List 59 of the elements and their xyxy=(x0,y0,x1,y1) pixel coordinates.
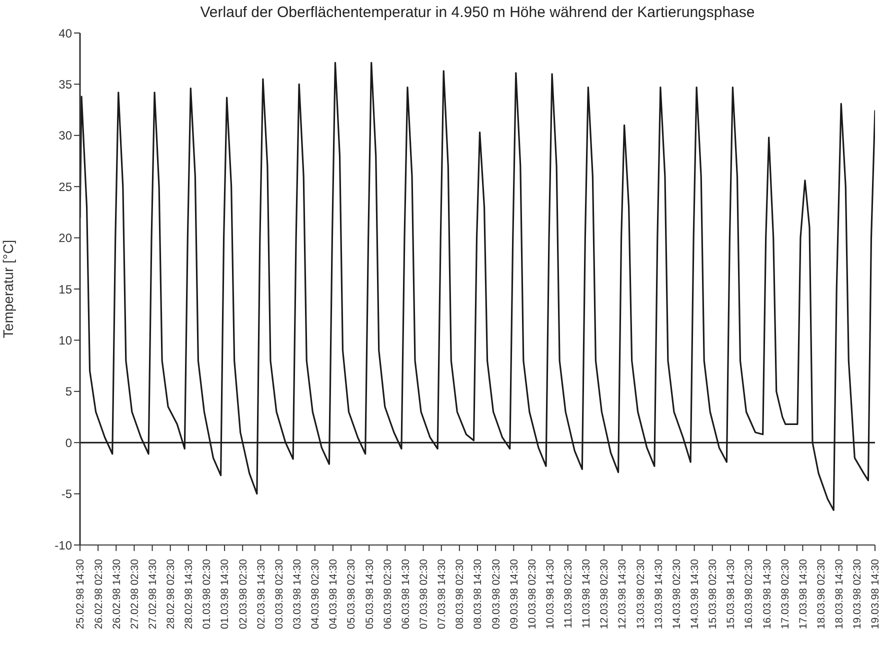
y-tick-label: 40 xyxy=(58,26,72,40)
y-tick-label: 15 xyxy=(58,282,72,296)
y-tick-label: 30 xyxy=(58,128,72,143)
y-tick-label: -5 xyxy=(61,487,72,502)
x-tick-label: 16.03.98 02:30 xyxy=(743,558,756,630)
x-tick-label: 13.03.98 02:30 xyxy=(634,558,647,630)
chart-title: Verlauf der Oberflächentemperatur in 4.950 m Höhe während der Kartierungsphase xyxy=(199,4,756,21)
y-tick-label: 20 xyxy=(58,231,72,246)
y-tick-label: -10 xyxy=(54,538,72,552)
x-tick-label: 17.03.98 02:30 xyxy=(779,558,792,630)
y-tick-label: 5 xyxy=(65,384,72,399)
x-tick-label: 17.03.98 14:30 xyxy=(797,558,810,630)
x-tick-label: 13.03.98 14:30 xyxy=(652,558,665,630)
x-tick-label: 27.02.98 14:30 xyxy=(146,558,159,630)
x-tick-label: 18.03.98 14:30 xyxy=(834,558,846,630)
x-tick-label: 05.03.98 14:30 xyxy=(364,558,376,630)
x-tick-label: 19.03.98 14:30 xyxy=(870,558,882,630)
x-tick-label: 27.02.98 02:30 xyxy=(128,558,141,630)
x-tick-label: 03.03.98 02:30 xyxy=(273,558,286,630)
x-tick-label: 26.02.98 14:30 xyxy=(110,558,123,630)
y-axis-title: Temperatur [°C] xyxy=(0,240,16,338)
line-series xyxy=(80,62,875,511)
x-tick-label: 09.03.98 14:30 xyxy=(508,558,520,630)
x-tick-label: 05.03.98 02:30 xyxy=(346,558,358,630)
x-tick-label: 09.03.98 02:30 xyxy=(490,558,502,630)
x-tick-label: 15.03.98 02:30 xyxy=(707,558,720,630)
x-tick-label: 14.03.98 02:30 xyxy=(670,558,683,630)
x-tick-label: 28.02.98 02:30 xyxy=(165,558,178,630)
x-tick-label: 02.03.98 14:30 xyxy=(255,558,268,630)
x-tick-label: 12.03.98 02:30 xyxy=(598,558,611,630)
y-tick-label: 0 xyxy=(65,436,72,450)
x-tick-label: 11.03.98 14:30 xyxy=(580,558,593,628)
x-tick-label: 11.03.98 02:30 xyxy=(562,558,575,628)
x-tick-label: 04.03.98 14:30 xyxy=(328,558,340,630)
x-tick-label: 10.03.98 14:30 xyxy=(544,558,556,630)
x-tick-label: 25.02.98 14:30 xyxy=(74,558,87,630)
x-tick-label: 19.03.98 02:30 xyxy=(852,558,864,630)
x-tick-label: 04.03.98 02:30 xyxy=(310,558,322,630)
x-tick-label: 07.03.98 02:30 xyxy=(418,558,430,630)
x-tick-label: 16.03.98 14:30 xyxy=(761,558,774,630)
x-tick-label: 10.03.98 02:30 xyxy=(526,558,538,630)
x-tick-label: 01.03.98 02:30 xyxy=(201,558,214,630)
x-tick-label: 08.03.98 02:30 xyxy=(454,558,466,630)
y-tick-label: 35 xyxy=(58,77,72,92)
x-tick-label: 07.03.98 14:30 xyxy=(436,558,448,630)
x-tick-label: 14.03.98 14:30 xyxy=(688,558,701,630)
y-tick-label: 10 xyxy=(58,333,72,348)
y-tick-label: 25 xyxy=(58,180,72,194)
x-tick-label: 26.02.98 02:30 xyxy=(92,558,105,630)
x-tick-label: 02.03.98 02:30 xyxy=(237,558,250,630)
x-tick-label: 18.03.98 02:30 xyxy=(815,558,828,630)
x-tick-label: 12.03.98 14:30 xyxy=(616,558,629,630)
x-tick-label: 06.03.98 14:30 xyxy=(400,558,412,630)
x-tick-label: 03.03.98 14:30 xyxy=(291,558,304,630)
x-tick-label: 28.02.98 14:30 xyxy=(183,558,196,630)
x-tick-label: 06.03.98 02:30 xyxy=(382,558,394,630)
x-tick-label: 08.03.98 14:30 xyxy=(472,558,484,630)
x-tick-label: 15.03.98 14:30 xyxy=(725,558,738,630)
x-tick-label: 01.03.98 14:30 xyxy=(219,558,232,630)
